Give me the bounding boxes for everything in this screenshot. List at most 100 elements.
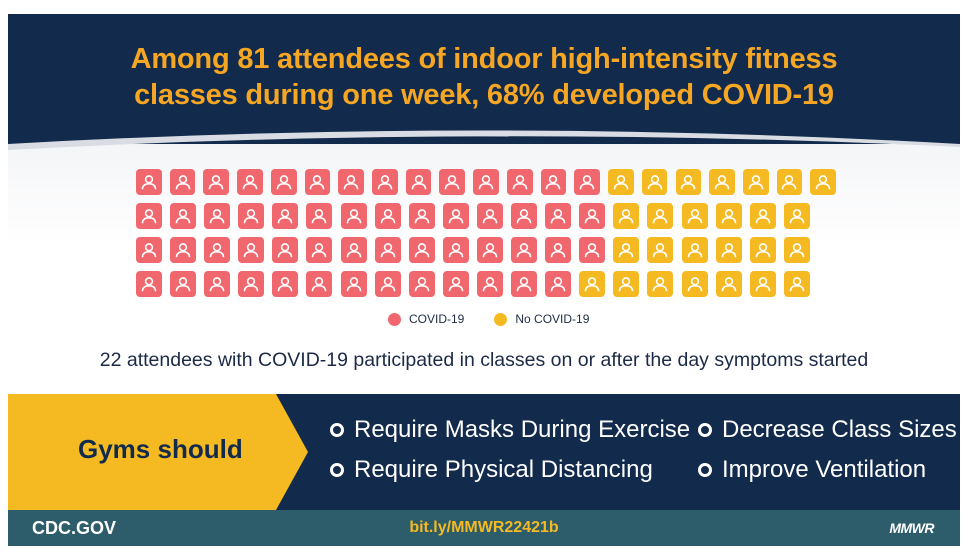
attendee-covid-person-icon — [579, 237, 606, 263]
attendee-covid-person-icon — [238, 237, 265, 263]
attendee-covid-person-icon — [238, 271, 265, 297]
attendee-no-covid-person-icon — [742, 169, 769, 195]
attendee-covid-person-icon — [442, 237, 469, 263]
attendee-no-covid-person-icon — [613, 271, 640, 297]
attendee-covid-person-icon — [340, 203, 367, 229]
covid-dot-icon — [388, 312, 401, 326]
legend-item-no-covid: No COVID-19 — [494, 312, 589, 326]
symptom-note: 22 attendees with COVID-19 participated … — [99, 349, 869, 371]
title-line-2: classes during one week, 68% developed C… — [134, 79, 834, 111]
waffle-row — [136, 203, 836, 229]
attendee-covid-person-icon — [136, 237, 162, 263]
attendee-covid-person-icon — [170, 203, 197, 229]
header-banner: Among 81 attendees of indoor high-intens… — [8, 14, 960, 144]
recommendation-masks: Require Masks During Exercise — [330, 416, 690, 444]
bullet-circle-icon — [330, 423, 344, 437]
attendee-covid-person-icon — [374, 271, 401, 297]
attendee-no-covid-person-icon — [715, 237, 742, 263]
attendee-covid-person-icon — [405, 169, 432, 195]
attendee-covid-person-icon — [272, 271, 299, 297]
attendee-no-covid-person-icon — [579, 271, 606, 297]
waffle-row — [136, 271, 836, 297]
legend-covid-label: COVID-19 — [409, 312, 465, 326]
attendee-covid-person-icon — [574, 169, 600, 195]
legend-no-covid-label: No COVID-19 — [515, 312, 590, 326]
attendee-covid-person-icon — [306, 271, 333, 297]
attendee-no-covid-person-icon — [647, 237, 674, 263]
attendee-covid-person-icon — [408, 271, 435, 297]
attendee-no-covid-person-icon — [749, 271, 776, 297]
attendee-covid-person-icon — [338, 169, 364, 195]
attendee-covid-person-icon — [204, 271, 231, 297]
attendee-covid-person-icon — [304, 169, 331, 195]
attendee-covid-person-icon — [442, 271, 469, 297]
attendee-covid-person-icon — [306, 237, 333, 263]
attendee-no-covid-person-icon — [715, 203, 742, 229]
attendee-no-covid-person-icon — [749, 203, 776, 229]
attendee-covid-person-icon — [306, 203, 333, 229]
attendee-no-covid-person-icon — [681, 271, 708, 297]
attendee-no-covid-person-icon — [647, 203, 674, 229]
bullet-circle-icon — [698, 423, 712, 437]
attendee-covid-person-icon — [408, 203, 435, 229]
attendee-no-covid-person-icon — [613, 203, 640, 229]
attendee-covid-person-icon — [270, 169, 297, 195]
attendee-covid-person-icon — [170, 237, 197, 263]
legend: COVID-19 No COVID-19 — [388, 312, 619, 326]
attendee-covid-person-icon — [374, 203, 401, 229]
attendee-covid-person-icon — [170, 271, 197, 297]
mmwr-logo: MMWR — [889, 520, 934, 536]
attendee-covid-person-icon — [136, 271, 162, 297]
gyms-should-arrow: Gyms should — [8, 394, 308, 510]
recommendations-band: Gyms should Require Masks During Exercis… — [8, 394, 960, 510]
attendee-no-covid-person-icon — [715, 271, 742, 297]
recommendation-distancing: Require Physical Distancing — [330, 456, 653, 484]
waffle-row — [136, 169, 836, 195]
attendee-covid-person-icon — [511, 237, 538, 263]
bullet-circle-icon — [330, 463, 344, 477]
attendee-no-covid-person-icon — [681, 237, 708, 263]
attendee-no-covid-person-icon — [783, 203, 810, 229]
attendee-covid-person-icon — [545, 203, 572, 229]
attendee-no-covid-person-icon — [608, 169, 634, 195]
swoosh-divider — [8, 127, 960, 150]
attendee-covid-person-icon — [204, 237, 231, 263]
attendee-covid-person-icon — [340, 237, 367, 263]
attendee-no-covid-person-icon — [783, 237, 810, 263]
attendee-no-covid-person-icon — [776, 169, 803, 195]
attendee-no-covid-person-icon — [647, 271, 674, 297]
no-covid-dot-icon — [494, 312, 508, 326]
attendee-covid-person-icon — [238, 203, 265, 229]
attendee-covid-person-icon — [372, 169, 398, 195]
attendee-covid-person-icon — [476, 271, 503, 297]
waffle-section: COVID-19 No COVID-19 22 attendees with C… — [8, 144, 960, 394]
recommendation-ventilation: Improve Ventilation — [698, 456, 926, 484]
attendee-covid-person-icon — [272, 203, 299, 229]
attendee-covid-person-icon — [237, 169, 263, 195]
waffle-row — [136, 237, 836, 263]
attendee-covid-person-icon — [476, 237, 503, 263]
attendee-no-covid-person-icon — [709, 169, 735, 195]
infographic: Among 81 attendees of indoor high-intens… — [8, 14, 960, 546]
short-link[interactable]: bit.ly/MMWR22421b — [409, 519, 559, 536]
footer-bar: CDC.GOV bit.ly/MMWR22421b MMWR — [8, 510, 960, 546]
recommendations-heading: Gyms should — [78, 434, 243, 464]
attendee-covid-person-icon — [203, 169, 230, 195]
attendee-covid-person-icon — [545, 271, 572, 297]
attendee-covid-person-icon — [136, 203, 162, 229]
legend-item-covid: COVID-19 — [388, 312, 464, 326]
attendee-covid-person-icon — [506, 169, 533, 195]
site-link[interactable]: CDC.GOV — [32, 518, 117, 538]
attendee-covid-person-icon — [439, 169, 466, 195]
attendee-covid-person-icon — [408, 237, 435, 263]
bullet-circle-icon — [698, 463, 712, 477]
attendee-covid-person-icon — [374, 237, 401, 263]
attendee-covid-person-icon — [204, 203, 231, 229]
attendee-covid-person-icon — [169, 169, 196, 195]
attendee-covid-person-icon — [579, 203, 606, 229]
attendee-no-covid-person-icon — [749, 237, 776, 263]
title-line-1: Among 81 attendees of indoor high-intens… — [130, 43, 838, 75]
attendee-covid-person-icon — [442, 203, 469, 229]
attendee-no-covid-person-icon — [810, 169, 836, 195]
attendee-covid-person-icon — [511, 203, 538, 229]
